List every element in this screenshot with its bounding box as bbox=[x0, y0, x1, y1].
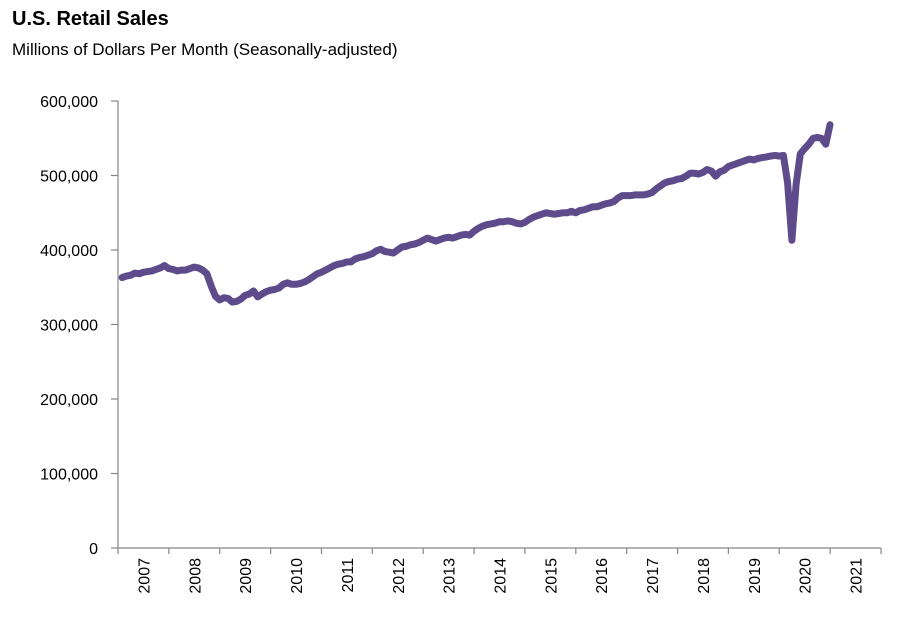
y-axis-ticks: 0 100,000 200,000 300,000 400,000 500,000 600,… bbox=[40, 94, 118, 558]
x-axis-ticks: 2007 2008 2009 2010 2011 2012 2013 2014 2015 2016… bbox=[117, 548, 882, 594]
x-tick-label: 2017 bbox=[645, 558, 662, 594]
y-tick-label: 500,000 bbox=[40, 169, 98, 186]
x-tick-label: 2019 bbox=[747, 558, 764, 594]
x-tick-label: 2020 bbox=[798, 558, 815, 594]
y-tick-label: 600,000 bbox=[40, 94, 98, 111]
x-tick-label: 2012 bbox=[391, 558, 408, 594]
x-tick-label: 2007 bbox=[136, 558, 153, 594]
chart-title: U.S. Retail Sales bbox=[12, 8, 169, 30]
x-tick-label: 2018 bbox=[696, 558, 713, 594]
plot-area bbox=[118, 121, 834, 306]
y-tick-label: 100,000 bbox=[40, 467, 98, 484]
y-tick-label: 400,000 bbox=[40, 243, 98, 260]
y-tick-label: 0 bbox=[89, 541, 98, 558]
axes bbox=[117, 101, 881, 549]
y-tick-label: 300,000 bbox=[40, 318, 98, 335]
x-tick-label: 2008 bbox=[187, 558, 204, 594]
x-tick-label: 2011 bbox=[340, 558, 357, 593]
y-tick-label: 200,000 bbox=[40, 392, 98, 409]
series-line bbox=[118, 121, 834, 306]
x-tick-label: 2015 bbox=[543, 558, 560, 594]
x-tick-label: 2013 bbox=[442, 558, 459, 594]
chart-subtitle: Millions of Dollars Per Month (Seasonall… bbox=[12, 40, 398, 59]
x-tick-label: 2021 bbox=[849, 558, 866, 594]
x-tick-label: 2016 bbox=[594, 558, 611, 594]
x-tick-label: 2010 bbox=[289, 558, 306, 594]
x-tick-label: 2009 bbox=[238, 558, 255, 594]
x-tick-label: 2014 bbox=[493, 558, 510, 594]
